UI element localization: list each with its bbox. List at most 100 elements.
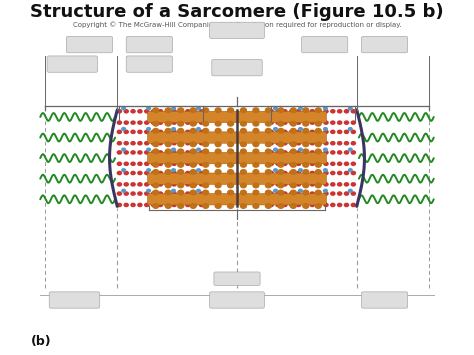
Circle shape (282, 130, 288, 134)
Circle shape (185, 203, 191, 207)
Circle shape (214, 190, 222, 196)
Circle shape (268, 182, 274, 187)
Circle shape (117, 150, 122, 155)
Circle shape (152, 121, 159, 127)
Circle shape (137, 182, 143, 187)
Circle shape (315, 162, 322, 168)
Circle shape (196, 127, 201, 131)
Circle shape (164, 150, 170, 155)
Circle shape (190, 121, 197, 127)
Circle shape (290, 121, 297, 127)
Circle shape (177, 107, 184, 113)
Circle shape (177, 203, 184, 209)
Circle shape (315, 141, 322, 147)
Circle shape (290, 203, 297, 209)
Circle shape (146, 106, 151, 110)
Circle shape (190, 182, 197, 189)
Circle shape (202, 169, 209, 175)
Circle shape (289, 120, 294, 125)
Circle shape (151, 150, 156, 155)
Circle shape (152, 203, 159, 209)
Circle shape (240, 182, 247, 189)
Circle shape (277, 141, 284, 147)
Circle shape (323, 120, 329, 125)
Circle shape (265, 128, 272, 134)
Circle shape (158, 141, 163, 146)
Circle shape (185, 130, 191, 134)
Circle shape (151, 109, 156, 114)
Circle shape (252, 182, 260, 189)
Circle shape (171, 150, 177, 155)
Circle shape (178, 203, 184, 207)
Circle shape (164, 203, 172, 209)
Circle shape (202, 182, 209, 189)
Circle shape (144, 162, 149, 166)
Circle shape (290, 141, 297, 147)
Circle shape (121, 106, 126, 110)
Circle shape (121, 168, 126, 172)
Circle shape (171, 106, 176, 110)
Circle shape (199, 162, 204, 166)
Circle shape (330, 120, 336, 125)
Circle shape (227, 141, 234, 147)
Circle shape (330, 191, 336, 196)
Circle shape (302, 121, 310, 127)
Circle shape (171, 162, 177, 166)
Circle shape (164, 190, 172, 196)
Circle shape (303, 120, 308, 125)
Circle shape (298, 168, 303, 172)
Circle shape (123, 150, 129, 155)
Circle shape (296, 120, 301, 125)
Circle shape (302, 148, 310, 154)
Circle shape (158, 203, 163, 207)
Circle shape (151, 162, 156, 166)
Circle shape (178, 109, 184, 114)
Circle shape (192, 162, 198, 166)
Circle shape (348, 147, 353, 152)
Circle shape (351, 203, 356, 207)
Circle shape (144, 141, 149, 146)
Circle shape (196, 147, 201, 152)
Circle shape (310, 120, 315, 125)
Circle shape (123, 182, 129, 187)
Circle shape (310, 203, 315, 207)
Circle shape (265, 190, 272, 196)
Circle shape (137, 162, 143, 166)
Circle shape (323, 141, 329, 146)
Circle shape (192, 191, 198, 196)
Text: Copyright © The McGraw-Hill Companies, Inc. Permission required for reproduction: Copyright © The McGraw-Hill Companies, I… (73, 21, 401, 28)
Circle shape (164, 169, 172, 175)
Circle shape (275, 203, 281, 207)
FancyBboxPatch shape (147, 193, 327, 205)
Circle shape (310, 191, 315, 196)
Circle shape (130, 171, 136, 175)
Circle shape (240, 203, 247, 209)
Circle shape (330, 109, 336, 114)
Circle shape (303, 141, 308, 146)
Circle shape (137, 120, 143, 125)
Circle shape (268, 141, 274, 146)
Circle shape (296, 191, 301, 196)
Circle shape (240, 128, 247, 134)
Circle shape (277, 148, 284, 154)
Circle shape (214, 107, 222, 113)
FancyBboxPatch shape (212, 60, 262, 76)
Circle shape (192, 182, 198, 187)
Circle shape (158, 120, 163, 125)
Circle shape (275, 130, 281, 134)
Circle shape (277, 203, 284, 209)
Circle shape (298, 189, 303, 193)
Circle shape (178, 150, 184, 155)
Circle shape (152, 162, 159, 168)
Circle shape (123, 130, 129, 134)
Circle shape (323, 191, 329, 196)
Circle shape (151, 120, 156, 125)
Circle shape (130, 191, 136, 196)
Circle shape (330, 203, 336, 207)
Circle shape (323, 106, 328, 110)
Circle shape (348, 168, 353, 172)
Circle shape (275, 141, 281, 146)
Circle shape (323, 127, 328, 131)
Circle shape (171, 182, 177, 187)
Circle shape (344, 141, 349, 146)
